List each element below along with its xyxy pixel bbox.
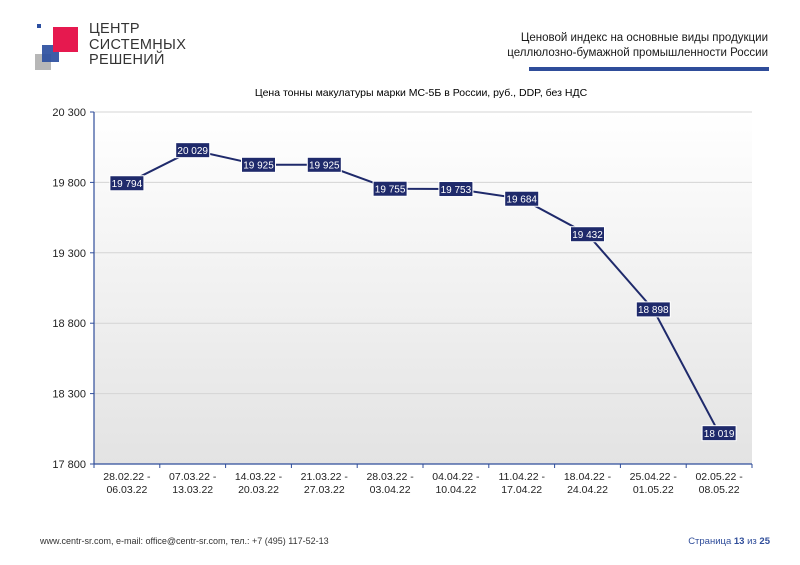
data-label: 20 029 bbox=[177, 146, 208, 157]
data-point: 19 925 bbox=[306, 156, 342, 173]
page-total: 25 bbox=[759, 536, 770, 547]
data-label: 19 925 bbox=[243, 161, 274, 172]
y-tick-label: 18 800 bbox=[52, 318, 86, 330]
x-tick-label: 14.03.22 -20.03.22 bbox=[235, 471, 283, 496]
x-tick-label: 21.03.22 -27.03.22 bbox=[301, 471, 349, 496]
plot-area bbox=[94, 112, 752, 464]
x-tick-label: 07.03.22 -13.03.22 bbox=[169, 471, 217, 496]
logo-square-red bbox=[53, 27, 78, 52]
data-label-box bbox=[701, 425, 737, 442]
x-tick-labels: 28.02.22 -06.03.22 07.03.22 -13.03.22 14.0… bbox=[93, 464, 753, 496]
logo-line-1: ЦЕНТР bbox=[89, 21, 140, 37]
data-label: 19 753 bbox=[441, 185, 472, 196]
data-label: 19 755 bbox=[375, 185, 406, 196]
data-label-box bbox=[109, 175, 145, 192]
x-tick-label: 28.03.22 -03.04.22 bbox=[366, 471, 414, 496]
data-point: 19 925 bbox=[241, 156, 276, 173]
data-label: 18 898 bbox=[638, 305, 669, 316]
y-tick-label: 20 300 bbox=[52, 107, 86, 119]
footer-contacts: www.centr-sr.com, e-mail: office@centr-s… bbox=[40, 536, 329, 546]
data-label-box bbox=[372, 180, 408, 197]
data-point: 19 794 bbox=[109, 175, 145, 192]
data-point: 20 029 bbox=[175, 142, 211, 159]
logo-corner-mark bbox=[37, 24, 41, 28]
data-point: 19 432 bbox=[570, 226, 605, 243]
data-label-box bbox=[570, 226, 605, 243]
document-title: Ценовой индекс на основные виды продукци… bbox=[468, 31, 768, 61]
data-point: 19 753 bbox=[438, 181, 474, 198]
data-point: 18 019 bbox=[701, 425, 737, 442]
y-tick-label: 19 300 bbox=[52, 248, 86, 260]
y-tick-label: 19 800 bbox=[52, 177, 86, 189]
company-logo: ЦЕНТР СИСТЕМНЫХ РЕШЕНИЙ bbox=[35, 21, 187, 78]
y-tick-label: 18 300 bbox=[52, 389, 86, 401]
chart-title: Цена тонны макулатуры марки МС-5Б в Росс… bbox=[254, 87, 588, 99]
data-label: 18 019 bbox=[704, 429, 735, 440]
x-tick-label: 04.04.22 -10.04.22 bbox=[432, 471, 480, 496]
data-labels: 19 794 20 029 19 925 19 925 19 755 19 753 19 6… bbox=[109, 142, 737, 442]
x-tick-label: 11.04.22 -17.04.22 bbox=[498, 471, 545, 496]
page-current: 13 bbox=[733, 536, 745, 547]
y-tick-labels: 17 800 18 300 18 800 19 300 19 800 20 300 bbox=[52, 107, 94, 471]
data-label-box bbox=[438, 181, 474, 198]
data-label-box bbox=[635, 301, 671, 318]
x-tick-label: 18.04.22 -24.04.22 bbox=[564, 471, 612, 496]
data-label-box bbox=[241, 156, 276, 173]
document-title-line-2: целлюлозно-бумажной промышленности Росси… bbox=[507, 47, 768, 59]
data-point: 19 755 bbox=[372, 180, 408, 197]
data-label: 19 925 bbox=[309, 161, 340, 172]
page-number: Страница 13 из 25 bbox=[688, 536, 770, 547]
gridlines bbox=[94, 111, 752, 395]
logo-text: ЦЕНТР СИСТЕМНЫХ РЕШЕНИЙ bbox=[89, 21, 187, 69]
x-tick-label: 25.04.22 -01.05.22 bbox=[630, 471, 678, 496]
data-label-box bbox=[504, 190, 540, 207]
page-word: Страница bbox=[688, 536, 732, 547]
page-of: из bbox=[747, 536, 757, 547]
data-label-box bbox=[175, 142, 211, 159]
data-point: 19 684 bbox=[504, 190, 540, 207]
x-tick-label: 28.02.22 -06.03.22 bbox=[103, 471, 151, 496]
logo-line-3: РЕШЕНИЙ bbox=[89, 52, 165, 68]
data-label: 19 684 bbox=[506, 195, 537, 206]
data-label-box bbox=[306, 156, 342, 173]
header-rule bbox=[529, 67, 769, 71]
document-title-line-1: Ценовой индекс на основные виды продукци… bbox=[520, 32, 768, 44]
y-tick-label: 17 800 bbox=[52, 459, 86, 471]
x-tick-label: 02.05.22 -08.05.22 bbox=[695, 471, 743, 496]
data-label: 19 432 bbox=[572, 230, 603, 241]
data-label: 19 794 bbox=[112, 179, 143, 190]
series-line bbox=[126, 149, 720, 434]
logo-line-2: СИСТЕМНЫХ bbox=[89, 36, 187, 53]
data-point: 18 898 bbox=[635, 301, 671, 318]
